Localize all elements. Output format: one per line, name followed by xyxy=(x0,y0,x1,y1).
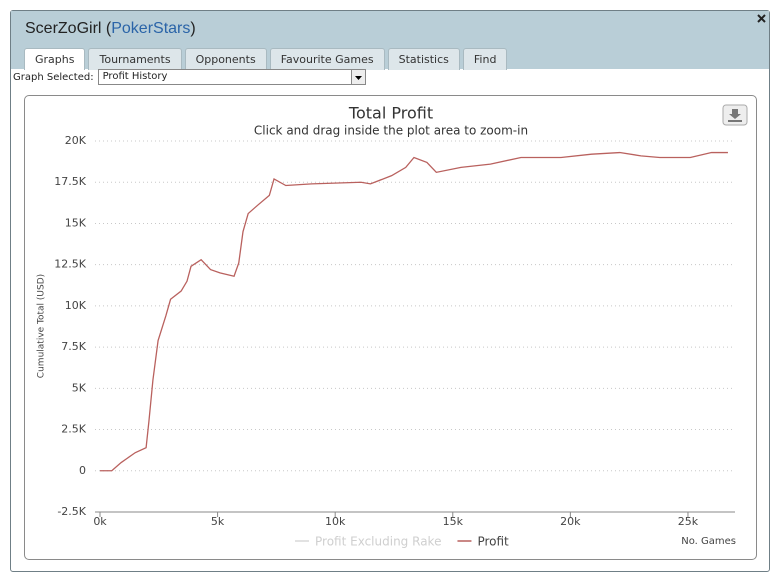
close-button[interactable] xyxy=(757,14,766,23)
chart-container: Total Profit Click and drag inside the p… xyxy=(24,95,757,560)
chart: Total Profit Click and drag inside the p… xyxy=(37,104,748,549)
chart-subtitle: Click and drag inside the plot area to z… xyxy=(254,124,528,138)
dropdown-arrow xyxy=(354,76,362,80)
tab[interactable]: Favourite Games xyxy=(269,48,385,70)
x-tick-label: 20k xyxy=(560,515,581,528)
y-tick-label: 15K xyxy=(65,216,87,229)
y-tick-label: -2.5K xyxy=(57,505,86,518)
tab[interactable]: Opponents xyxy=(184,48,267,70)
dropdown-button[interactable] xyxy=(350,70,365,84)
y-tick-label: 17.5K xyxy=(54,175,86,188)
tab-bar: Graphs Tournaments Opponents Favourite Game… xyxy=(24,48,508,70)
header: ScerZoGirl (PokerStars) Graphs Tournament… xyxy=(11,11,769,70)
graph-select-label: Graph Selected: xyxy=(13,71,94,83)
tab[interactable]: Graphs xyxy=(24,48,86,70)
legend-entry[interactable]: Profit Excluding Rake xyxy=(315,535,441,549)
x-tick-label: 0k xyxy=(93,515,107,528)
x-tick-label: 5k xyxy=(211,515,225,528)
y-axis-label: Cumulative Total (USD) xyxy=(37,274,47,378)
x-tick-label: 25k xyxy=(678,515,699,528)
x-tick-label: 15k xyxy=(443,515,464,528)
tab[interactable]: Tournaments xyxy=(88,48,182,70)
y-tick-label: 5K xyxy=(72,381,87,394)
download-button[interactable] xyxy=(722,104,748,126)
x-axis-label: No. Games xyxy=(681,536,736,547)
chart-title: Total Profit xyxy=(348,104,433,123)
y-tick-label: 10K xyxy=(65,299,87,312)
y-tick-label: 2.5K xyxy=(61,423,86,436)
window: ScerZoGirl (PokerStars) Graphs Tournament… xyxy=(10,10,770,572)
player-name: ScerZoGirl ( xyxy=(25,20,112,37)
window-title: ScerZoGirl (PokerStars) xyxy=(25,20,196,38)
graph-select-row: Graph Selected: Profit History xyxy=(13,69,366,85)
tab[interactable]: Statistics xyxy=(387,48,460,70)
site-name: PokerStars xyxy=(111,20,191,37)
graph-select[interactable]: Profit History xyxy=(97,69,366,85)
y-tick-label: 0 xyxy=(79,464,86,477)
tab[interactable]: Find xyxy=(462,48,508,70)
profit-line xyxy=(100,151,728,472)
title-suffix: ) xyxy=(190,20,196,37)
graph-select-value: Profit History xyxy=(102,71,168,82)
y-tick-label: 12.5K xyxy=(54,258,86,271)
y-tick-label: 20K xyxy=(65,134,87,147)
x-tick-label: 10k xyxy=(325,515,346,528)
legend-entry[interactable]: Profit xyxy=(477,535,509,549)
y-tick-label: 7.5K xyxy=(61,340,86,353)
